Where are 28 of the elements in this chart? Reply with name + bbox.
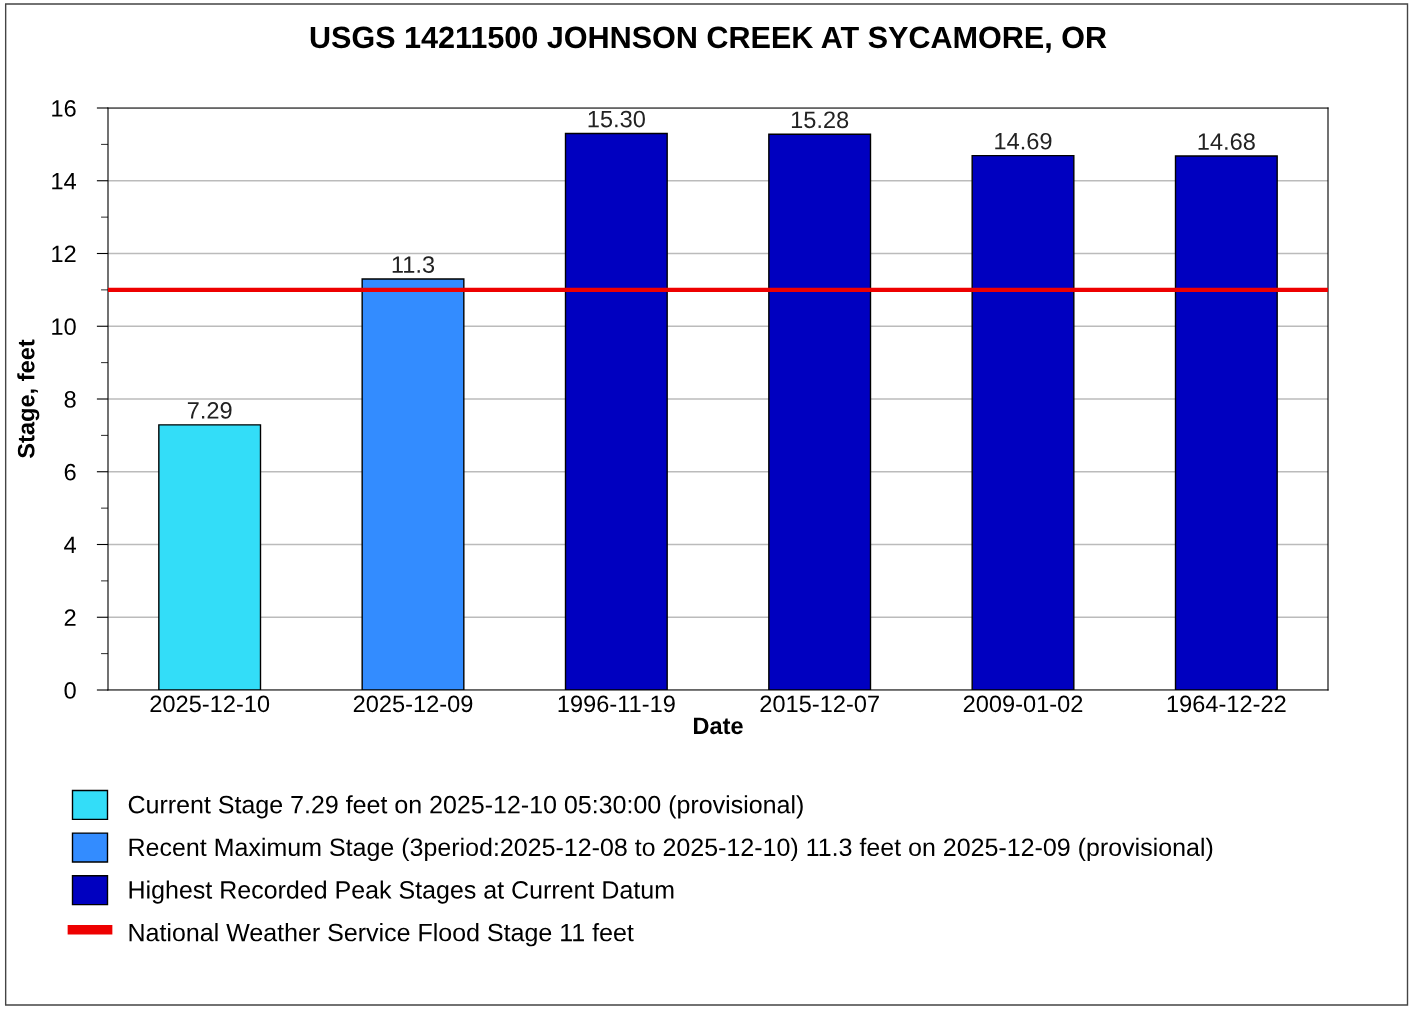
x-tick-label: 2025-12-09 [353,695,473,713]
legend-label: Recent Maximum Stage (3period:2025-12-08 to 2025-12-10) 11.3 feet on 2025-12-09 (provisional) [129,837,1213,862]
data-label: 14.69 [995,132,1052,150]
y-tick-label: 14 [52,173,76,190]
x-axis-title: Date [693,717,743,735]
y-axis-title: Stage, feet [17,339,40,459]
data-label: 7.29 [187,402,232,419]
x-tick-label: 2015-12-07 [760,695,879,713]
y-tick-label: 6 [64,463,76,481]
y-tick-label: 2 [64,609,76,626]
data-label: 15.30 [588,110,645,128]
y-tick-label: 8 [64,391,76,408]
x-tick-label: 1996-11-19 [558,695,675,713]
x-tick-label: 2025-12-10 [150,695,270,713]
data-label: 14.68 [1198,133,1255,150]
y-tick-label: 4 [64,536,76,554]
x-tick-label: 2009-01-02 [963,695,1083,713]
y-tick-label: 0 [64,682,76,699]
chart-title: USGS 14211500 JOHNSON CREEK AT SYCAMORE, OR [310,26,1107,53]
data-label: 15.28 [791,111,849,129]
data-label: 11.3 [392,256,435,273]
x-tick-label: 1964-12-22 [1167,695,1286,713]
y-tick-label: 16 [52,100,76,117]
y-tick-label: 12 [52,245,76,263]
legend-label: National Weather Service Flood Stage 11 feet [129,923,634,947]
legend-label: Highest Recorded Peak Stages at Current Datum [129,880,674,904]
y-tick-label: 10 [52,318,76,336]
legend-label: Current Stage 7.29 feet on 2025-12-10 05:30:00 (provisional) [128,795,803,819]
